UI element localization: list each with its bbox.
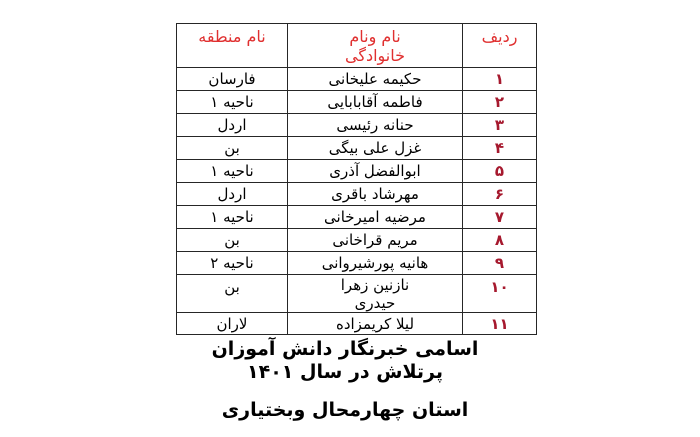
table-row: ۱۰ نازنین زهرا حیدری بن <box>176 274 537 313</box>
table-row: ۶ مهرشاد باقری اردل <box>176 182 537 206</box>
row-number-cell: ۳ <box>462 113 537 137</box>
students-table: ردیف نام ونام خانوادگی نام منطقه ۱ حکیمه… <box>176 23 537 335</box>
table-row: ۵ ابوالفضل آذری ناحیه ۱ <box>176 159 537 183</box>
table-row: ۲ فاطمه آقابابایی ناحیه ۱ <box>176 90 537 114</box>
region-cell: ناحیه ۱ <box>176 159 288 183</box>
table-row: ۴ غزل علی بیگی بن <box>176 136 537 160</box>
name-cell: مرضیه امیرخانی <box>287 205 463 229</box>
name-cell: فاطمه آقابابایی <box>287 90 463 114</box>
table-row: ۸ مریم قراخانی بن <box>176 228 537 252</box>
footer-line-3: استان چهارمحال وبختیاری <box>221 399 469 421</box>
region-cell: بن <box>176 136 288 160</box>
header-name: نام ونام خانوادگی <box>287 23 463 68</box>
footer-line-2: پرتلاش در سال ۱۴۰۱ <box>247 361 443 383</box>
region-cell: ناحیه ۱ <box>176 90 288 114</box>
region-cell: بن <box>176 228 288 252</box>
table-row: ۱ حکیمه علیخانی فارسان <box>176 67 537 91</box>
region-cell: بن <box>176 274 288 313</box>
row-number-cell: ۱ <box>462 67 537 91</box>
region-cell: لاران <box>176 312 288 335</box>
region-cell: فارسان <box>176 67 288 91</box>
header-row: ردیف نام ونام خانوادگی نام منطقه <box>176 23 537 68</box>
name-cell: مهرشاد باقری <box>287 182 463 206</box>
row-number-cell: ۹ <box>462 251 537 275</box>
name-cell: هانیه پورشیروانی <box>287 251 463 275</box>
footer-line-1: اسامی خبرنگار دانش آموزان <box>211 338 479 360</box>
row-number-cell: ۲ <box>462 90 537 114</box>
row-number-cell: ۱۰ <box>462 274 537 313</box>
name-cell: نازنین زهرا حیدری <box>287 274 463 313</box>
name-cell: لیلا کریمزاده <box>287 312 463 335</box>
table-row: ۳ حنانه رئیسی اردل <box>176 113 537 137</box>
name-cell: مریم قراخانی <box>287 228 463 252</box>
region-cell: ناحیه ۲ <box>176 251 288 275</box>
header-radif: ردیف <box>462 23 537 68</box>
row-number-cell: ۴ <box>462 136 537 160</box>
table-row: ۱۱ لیلا کریمزاده لاران <box>176 312 537 335</box>
row-number-cell: ۶ <box>462 182 537 206</box>
name-cell: ابوالفضل آذری <box>287 159 463 183</box>
row-number-cell: ۱۱ <box>462 312 537 335</box>
name-cell: حنانه رئیسی <box>287 113 463 137</box>
row-number-cell: ۷ <box>462 205 537 229</box>
region-cell: اردل <box>176 182 288 206</box>
table-row: ۷ مرضیه امیرخانی ناحیه ۱ <box>176 205 537 229</box>
header-region: نام منطقه <box>176 23 288 68</box>
name-cell: حکیمه علیخانی <box>287 67 463 91</box>
row-number-cell: ۵ <box>462 159 537 183</box>
table-row: ۹ هانیه پورشیروانی ناحیه ۲ <box>176 251 537 275</box>
region-cell: ناحیه ۱ <box>176 205 288 229</box>
footer-caption: اسامی خبرنگار دانش آموزان پرتلاش در سال … <box>145 338 545 422</box>
region-cell: اردل <box>176 113 288 137</box>
name-cell: غزل علی بیگی <box>287 136 463 160</box>
row-number-cell: ۸ <box>462 228 537 252</box>
